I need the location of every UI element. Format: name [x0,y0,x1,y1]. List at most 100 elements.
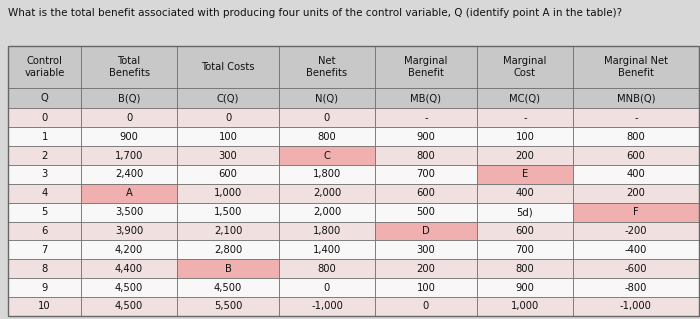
Bar [8,46,699,316]
Text: 700: 700 [515,245,534,255]
Text: -800: -800 [624,283,647,293]
Text: -: - [523,113,526,123]
Text: Marginal
Cost: Marginal Cost [503,56,547,78]
Text: 900: 900 [416,132,435,142]
Text: 1,700: 1,700 [115,151,144,160]
Bar [477,184,573,203]
Bar [375,127,477,146]
Bar [573,146,699,165]
Text: 100: 100 [515,132,534,142]
Text: 0: 0 [324,113,330,123]
Bar [375,241,477,259]
Text: 4,500: 4,500 [115,301,144,311]
Bar [573,108,699,127]
Text: D: D [422,226,430,236]
Bar [477,127,573,146]
Bar [279,259,375,278]
Bar [375,88,477,108]
Text: Marginal Net
Benefit: Marginal Net Benefit [604,56,668,78]
Bar [477,259,573,278]
Text: Marginal
Benefit: Marginal Benefit [404,56,447,78]
Bar [8,222,81,241]
Bar [177,278,279,297]
Text: 7: 7 [41,245,48,255]
Text: 1,400: 1,400 [313,245,341,255]
Text: 8: 8 [41,264,48,274]
Bar [80,88,177,108]
Bar [80,146,177,165]
Bar [375,222,477,241]
Bar [8,46,81,88]
Text: 0: 0 [126,113,132,123]
Bar [573,278,699,297]
Bar [8,278,81,297]
Text: 1,000: 1,000 [511,301,539,311]
Bar [375,165,477,184]
Bar [80,241,177,259]
Text: 900: 900 [120,132,139,142]
Bar [477,241,573,259]
Text: 800: 800 [318,264,336,274]
Text: -200: -200 [624,226,647,236]
Text: 200: 200 [416,264,435,274]
Bar [477,297,573,316]
Text: 4: 4 [41,188,48,198]
Bar [375,259,477,278]
Bar [573,46,699,88]
Text: 600: 600 [416,188,435,198]
Bar [177,297,279,316]
Bar [177,222,279,241]
Bar [80,184,177,203]
Text: 2: 2 [41,151,48,160]
Text: Control
variable: Control variable [25,56,65,78]
Text: 700: 700 [416,169,435,179]
Text: 100: 100 [416,283,435,293]
Text: 3,500: 3,500 [115,207,144,217]
Bar [8,127,81,146]
Text: -: - [424,113,428,123]
Text: 800: 800 [515,264,534,274]
Text: Total
Benefits: Total Benefits [108,56,150,78]
Bar [279,222,375,241]
Text: 4,200: 4,200 [115,245,144,255]
Bar [573,259,699,278]
Text: 4,400: 4,400 [115,264,143,274]
Bar [279,88,375,108]
Text: E: E [522,169,528,179]
Text: 0: 0 [423,301,429,311]
Bar [573,203,699,222]
Text: 1,500: 1,500 [214,207,242,217]
Bar [8,146,81,165]
Bar [279,203,375,222]
Bar [573,241,699,259]
Text: A: A [125,188,132,198]
Bar [177,46,279,88]
Bar [477,222,573,241]
Text: 1,000: 1,000 [214,188,242,198]
Bar [80,203,177,222]
Bar [279,184,375,203]
Bar [477,165,573,184]
Text: -1,000: -1,000 [620,301,652,311]
Bar [8,184,81,203]
Text: 1: 1 [41,132,48,142]
Text: N(Q): N(Q) [316,93,339,103]
Bar [477,88,573,108]
Text: 0: 0 [41,113,48,123]
Text: 800: 800 [318,132,336,142]
Bar [477,108,573,127]
Text: MNB(Q): MNB(Q) [617,93,655,103]
Bar [80,222,177,241]
Text: Total Costs: Total Costs [202,62,255,72]
Text: 600: 600 [626,151,645,160]
Bar [177,241,279,259]
Text: 100: 100 [218,132,237,142]
Text: 2,400: 2,400 [115,169,144,179]
Bar [177,127,279,146]
Bar [477,203,573,222]
Text: 400: 400 [626,169,645,179]
Text: 200: 200 [515,151,534,160]
Text: 300: 300 [218,151,237,160]
Bar [80,259,177,278]
Bar [279,46,375,88]
